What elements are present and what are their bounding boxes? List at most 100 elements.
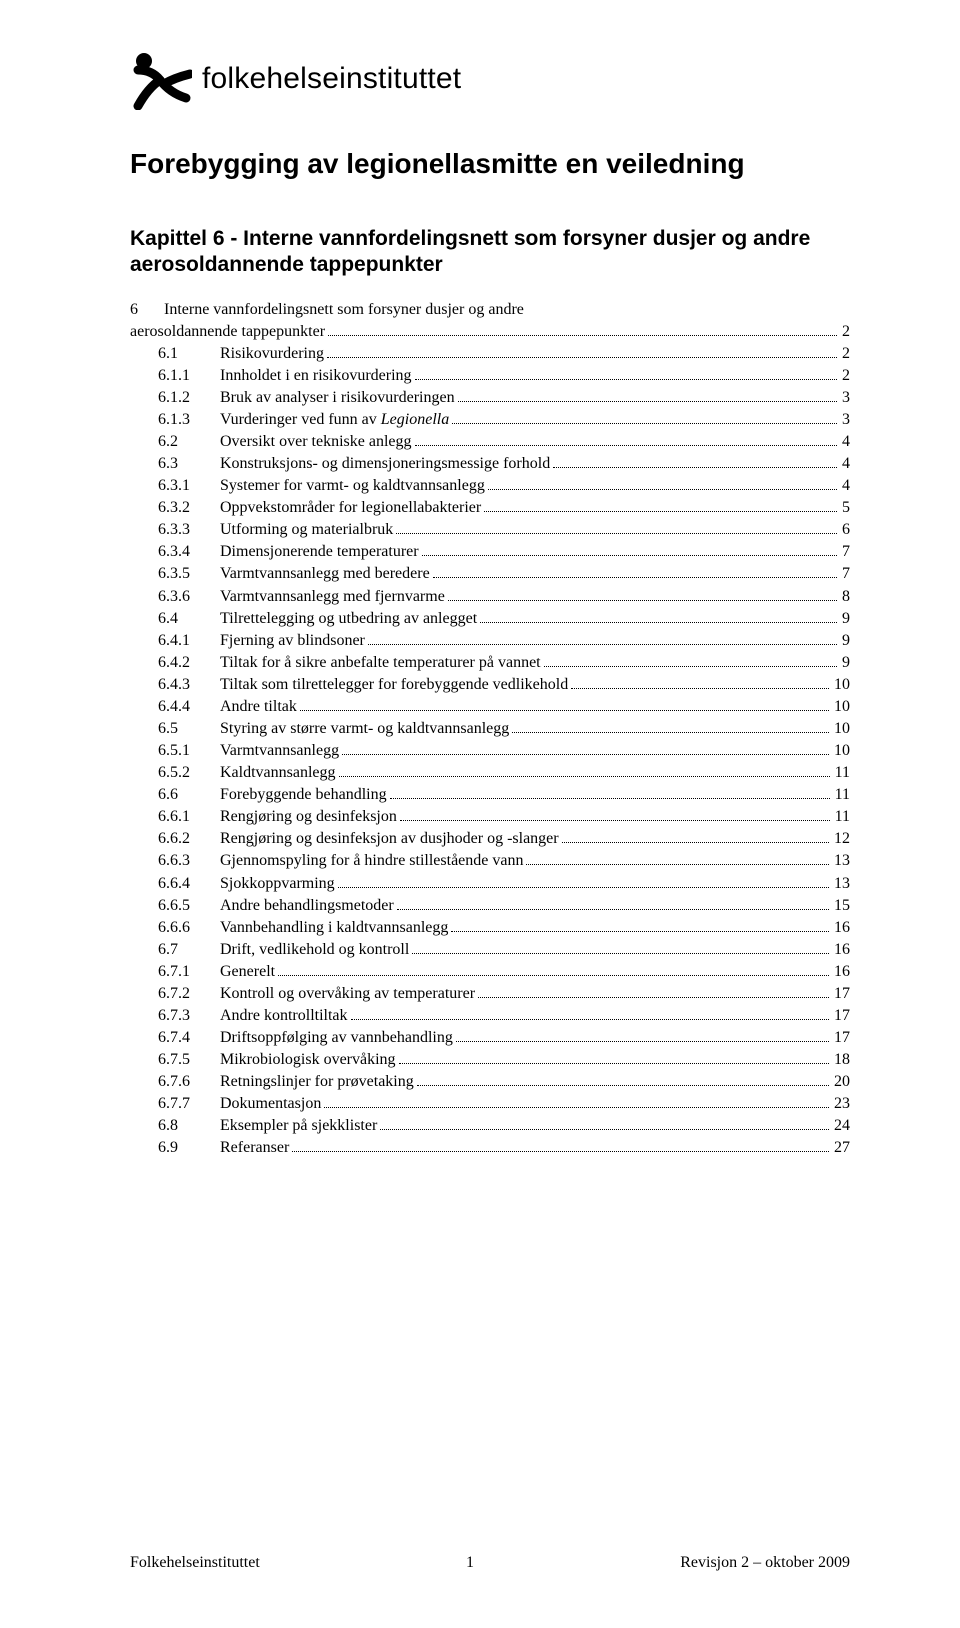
toc-num: 6.2 bbox=[158, 431, 220, 453]
toc-label: Vannbehandling i kaldtvannsanlegg bbox=[220, 917, 448, 939]
toc-num: 6.1.2 bbox=[158, 387, 220, 409]
toc-leader-dots bbox=[351, 1019, 829, 1020]
toc-page: 8 bbox=[840, 586, 850, 608]
toc-label: Risikovurdering bbox=[220, 343, 324, 365]
toc-leader-dots bbox=[338, 887, 829, 888]
toc-label: Vurderinger ved funn av Legionella bbox=[220, 409, 449, 431]
toc-page: 15 bbox=[832, 895, 850, 917]
toc-leader-dots bbox=[415, 445, 838, 446]
toc-label: Mikrobiologisk overvåking bbox=[220, 1049, 396, 1071]
toc-num: 6.6.6 bbox=[158, 917, 220, 939]
toc-page: 24 bbox=[832, 1115, 850, 1137]
toc-entry: 6.6.1Rengjøring og desinfeksjon11 bbox=[130, 806, 850, 828]
toc-num: 6.4.2 bbox=[158, 652, 220, 674]
toc-page: 4 bbox=[840, 453, 850, 475]
toc-page: 13 bbox=[832, 850, 850, 872]
toc-label: Sjokkoppvarming bbox=[220, 873, 335, 895]
toc-label: Styring av større varmt- og kaldtvannsan… bbox=[220, 718, 509, 740]
toc-leader-dots bbox=[456, 1041, 829, 1042]
toc-entry: 6.3.1Systemer for varmt- og kaldtvannsan… bbox=[130, 475, 850, 497]
toc-num: 6.7.3 bbox=[158, 1005, 220, 1027]
toc-num: 6.5.2 bbox=[158, 762, 220, 784]
toc-label: Rengjøring og desinfeksjon av dusjhoder … bbox=[220, 828, 559, 850]
toc-leader-dots bbox=[300, 710, 829, 711]
toc-leader-dots bbox=[339, 776, 830, 777]
toc-entry: 6.7.4Driftsoppfølging av vannbehandling1… bbox=[130, 1027, 850, 1049]
toc-label: Varmtvannsanlegg med beredere bbox=[220, 563, 430, 585]
toc-label: Generelt bbox=[220, 961, 275, 983]
toc-entry: 6.8Eksempler på sjekklister24 bbox=[130, 1115, 850, 1137]
toc-page: 17 bbox=[832, 983, 850, 1005]
document-title: Forebygging av legionellasmitte en veile… bbox=[130, 148, 850, 180]
toc-entry: 6.7.3Andre kontrolltiltak17 bbox=[130, 1005, 850, 1027]
toc-label: Tilrettelegging og utbedring av anlegget bbox=[220, 608, 477, 630]
toc-entry: 6.1.3Vurderinger ved funn av Legionella3 bbox=[130, 409, 850, 431]
toc-leader-dots bbox=[448, 600, 837, 601]
toc-num: 6 bbox=[130, 299, 164, 321]
toc-entry: 6.4Tilrettelegging og utbedring av anleg… bbox=[130, 608, 850, 630]
toc-entry: 6.2Oversikt over tekniske anlegg4 bbox=[130, 431, 850, 453]
toc-entry: 6.4.4Andre tiltak10 bbox=[130, 696, 850, 718]
toc-page: 16 bbox=[832, 939, 850, 961]
toc-num: 6.4 bbox=[158, 608, 220, 630]
toc-leader-dots bbox=[562, 842, 829, 843]
logo-mark-icon bbox=[130, 48, 192, 110]
toc-page: 2 bbox=[840, 343, 850, 365]
toc-leader-dots bbox=[422, 555, 837, 556]
toc-label: Eksempler på sjekklister bbox=[220, 1115, 377, 1137]
toc-label: Referanser bbox=[220, 1137, 289, 1159]
toc-label: Forebyggende behandling bbox=[220, 784, 387, 806]
toc-entry: 6.6.5Andre behandlingsmetoder15 bbox=[130, 895, 850, 917]
toc-page: 7 bbox=[840, 541, 850, 563]
toc-leader-dots bbox=[390, 798, 830, 799]
toc-leader-dots bbox=[412, 953, 829, 954]
toc-leader-dots bbox=[342, 754, 829, 755]
toc-num: 6.6.1 bbox=[158, 806, 220, 828]
toc-num: 6.1 bbox=[158, 343, 220, 365]
chapter-title: Kapittel 6 - Interne vannfordelingsnett … bbox=[130, 226, 830, 279]
toc-num: 6.3.3 bbox=[158, 519, 220, 541]
toc-num: 6.3.1 bbox=[158, 475, 220, 497]
toc-num: 6.3 bbox=[158, 453, 220, 475]
toc-page: 11 bbox=[833, 784, 850, 806]
toc-num: 6.7.4 bbox=[158, 1027, 220, 1049]
toc-entry: 6.7.5Mikrobiologisk overvåking18 bbox=[130, 1049, 850, 1071]
toc-leader-dots bbox=[417, 1085, 829, 1086]
footer-page-number: 1 bbox=[466, 1554, 474, 1572]
toc-entry: 6.6.6Vannbehandling i kaldtvannsanlegg16 bbox=[130, 917, 850, 939]
toc-leader-dots bbox=[380, 1129, 829, 1130]
toc-leader-dots bbox=[452, 423, 837, 424]
toc-num: 6.6 bbox=[158, 784, 220, 806]
toc-num: 6.7 bbox=[158, 939, 220, 961]
toc-page: 10 bbox=[832, 718, 850, 740]
toc-label: Kaldtvannsanlegg bbox=[220, 762, 336, 784]
toc-num: 6.7.2 bbox=[158, 983, 220, 1005]
toc-page: 6 bbox=[840, 519, 850, 541]
toc-num: 6.3.4 bbox=[158, 541, 220, 563]
logo: folkehelseinstituttet bbox=[130, 48, 850, 110]
toc-label: Fjerning av blindsoner bbox=[220, 630, 365, 652]
toc-num: 6.7.7 bbox=[158, 1093, 220, 1115]
toc-leader-dots bbox=[278, 975, 829, 976]
toc-entry: 6.1.1Innholdet i en risikovurdering2 bbox=[130, 365, 850, 387]
toc-entry: 6.7Drift, vedlikehold og kontroll16 bbox=[130, 939, 850, 961]
toc-entry: 6.3.4Dimensjonerende temperaturer7 bbox=[130, 541, 850, 563]
toc-leader-dots bbox=[553, 467, 837, 468]
toc-num: 6.9 bbox=[158, 1137, 220, 1159]
toc-page: 9 bbox=[840, 608, 850, 630]
toc-leader-dots bbox=[396, 533, 837, 534]
toc-page: 27 bbox=[832, 1137, 850, 1159]
toc-num: 6.7.1 bbox=[158, 961, 220, 983]
toc-entry: 6.6Forebyggende behandling 11 bbox=[130, 784, 850, 806]
logo-text: folkehelseinstituttet bbox=[202, 62, 461, 96]
toc-label: Driftsoppfølging av vannbehandling bbox=[220, 1027, 453, 1049]
toc-page: 10 bbox=[832, 740, 850, 762]
toc-label: Varmtvannsanlegg bbox=[220, 740, 339, 762]
toc-label-italic: Legionella bbox=[381, 411, 449, 428]
toc-entry: 6.9Referanser 27 bbox=[130, 1137, 850, 1159]
toc-leader-dots bbox=[458, 401, 837, 402]
toc-entry: 6.3.6Varmtvannsanlegg med fjernvarme8 bbox=[130, 586, 850, 608]
toc-page: 11 bbox=[833, 806, 850, 828]
toc-label: Tiltak som tilrettelegger for forebyggen… bbox=[220, 674, 568, 696]
toc-label: Varmtvannsanlegg med fjernvarme bbox=[220, 586, 445, 608]
